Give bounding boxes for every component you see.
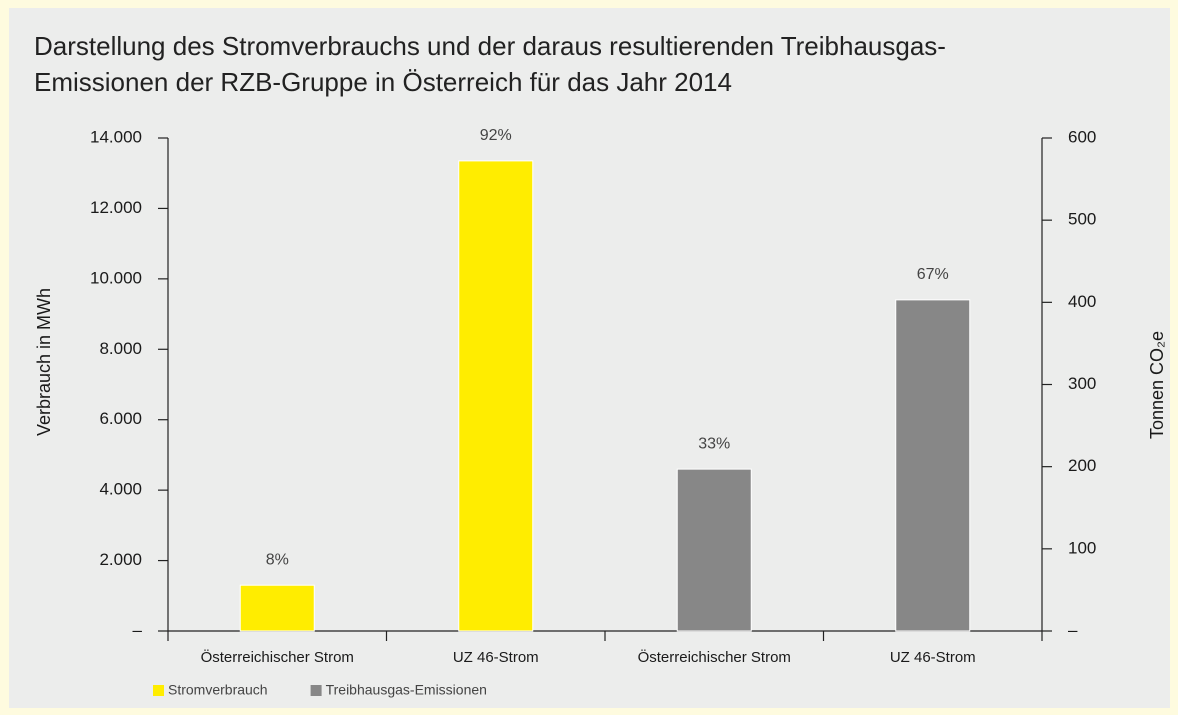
y2-tick-label: 600	[1068, 127, 1096, 146]
share-label: 92%	[480, 127, 512, 144]
y-tick-label: 2.000	[99, 550, 142, 569]
y-tick-label: 8.000	[99, 339, 142, 358]
bar	[676, 468, 752, 632]
share-label: 8%	[266, 551, 289, 568]
panel	[9, 8, 1170, 708]
y-tick-label: 10.000	[90, 268, 142, 287]
y2-tick-label: 100	[1068, 538, 1096, 557]
y2-tick-label: 200	[1068, 456, 1096, 475]
chart-title: Darstellung des Stromverbrauchs und der …	[34, 31, 946, 61]
bar	[458, 160, 534, 632]
legend-label: Stromverbrauch	[168, 682, 268, 698]
chart-title: Emissionen der RZB-Gruppe in Österreich …	[34, 67, 732, 97]
y2-tick-label: 300	[1068, 374, 1096, 393]
y-axis-label: Verbrauch in MWh	[34, 288, 54, 436]
y-tick-label: 12.000	[90, 198, 142, 217]
share-label: 67%	[917, 266, 949, 283]
y-tick-label: –	[133, 620, 143, 639]
x-tick-label: Österreichischer Strom	[638, 648, 791, 666]
y2-tick-label: 400	[1068, 292, 1096, 311]
legend-swatch	[310, 685, 322, 696]
bar	[239, 584, 315, 632]
y2-tick-label: –	[1068, 620, 1078, 639]
y-tick-label: 4.000	[99, 480, 142, 499]
y-tick-label: 14.000	[90, 127, 142, 146]
y2-axis-label: Tonnen CO₂e	[1147, 331, 1167, 439]
bar	[895, 299, 971, 632]
y2-tick-label: 500	[1068, 210, 1096, 229]
x-tick-label: Österreichischer Strom	[201, 648, 354, 666]
y-tick-label: 6.000	[99, 409, 142, 428]
x-tick-label: UZ 46-Strom	[453, 649, 539, 666]
x-tick-label: UZ 46-Strom	[890, 649, 976, 666]
legend-swatch	[153, 685, 164, 696]
legend-label: Treibhausgas-Emissionen	[326, 682, 487, 698]
share-label: 33%	[698, 435, 730, 452]
